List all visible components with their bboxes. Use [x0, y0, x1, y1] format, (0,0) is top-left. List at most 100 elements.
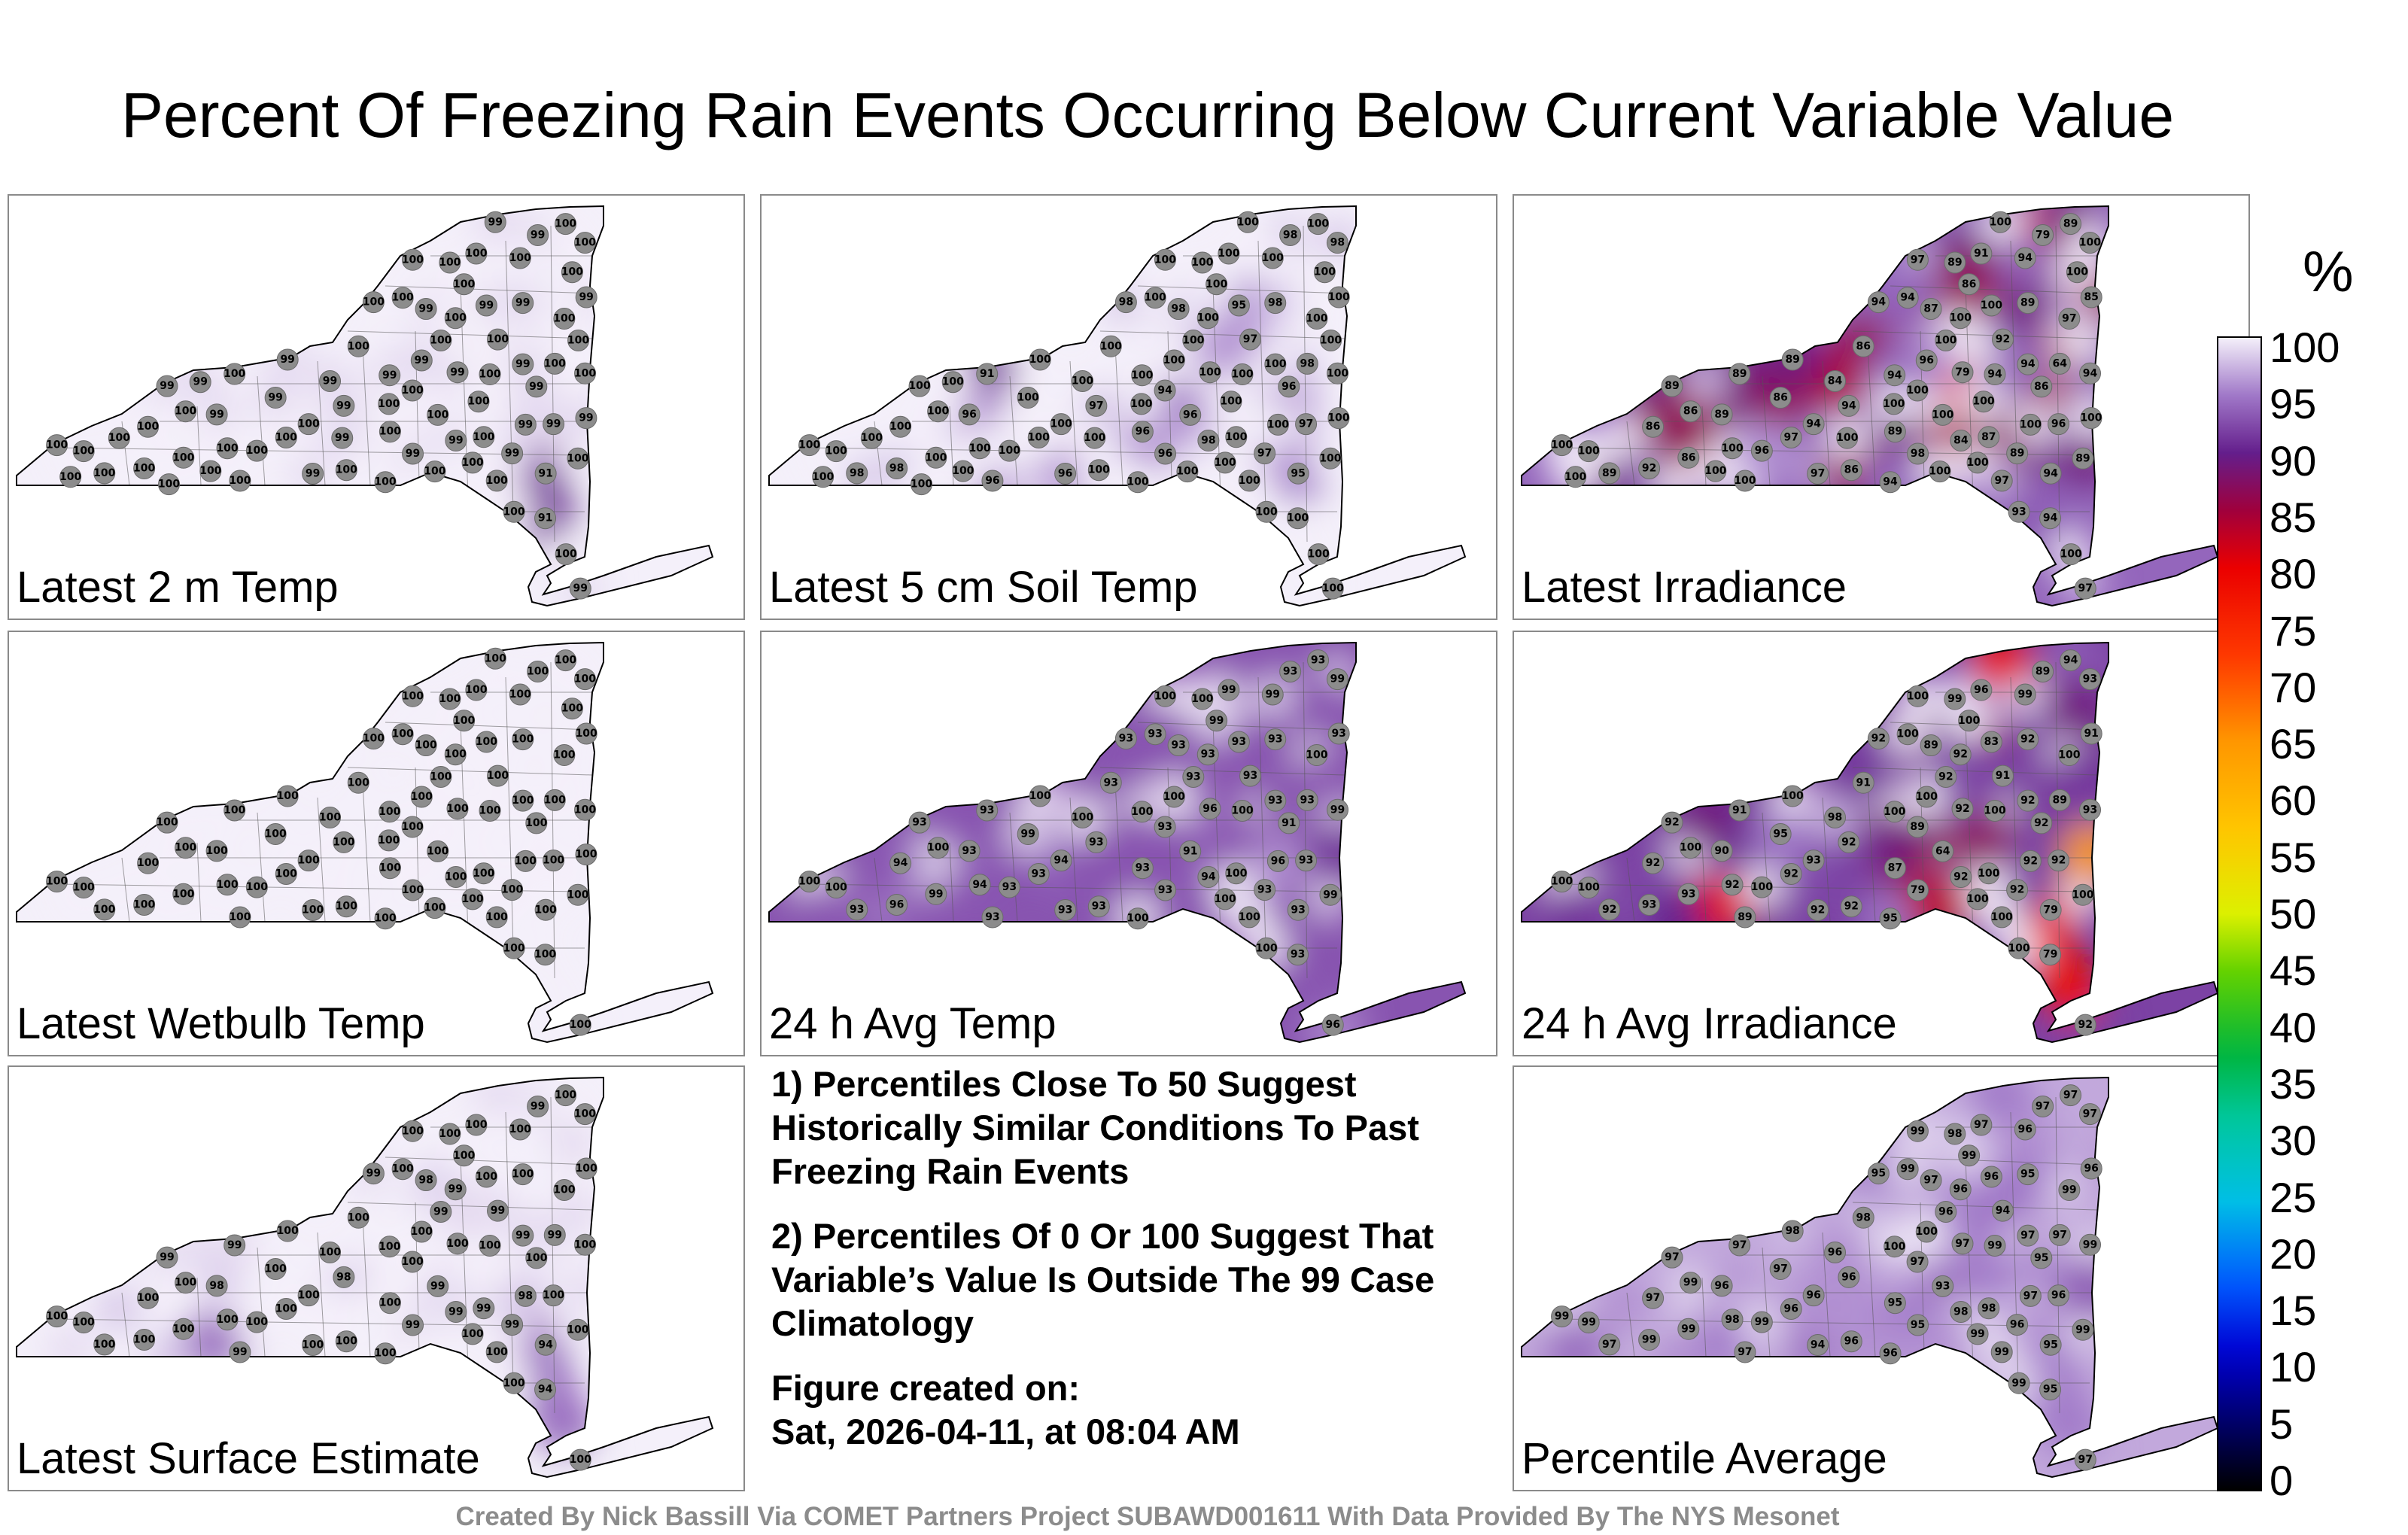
station-value: 93 — [985, 911, 999, 923]
station-marker — [2066, 261, 2088, 284]
station-value: 100 — [476, 736, 497, 748]
station-value: 100 — [567, 452, 588, 464]
station-marker — [1802, 413, 1825, 436]
station-value: 92 — [1642, 462, 1656, 474]
station-marker — [1958, 710, 1981, 732]
station-value: 100 — [1751, 881, 1773, 893]
station-marker — [1084, 427, 1106, 449]
station-marker — [1896, 1158, 1919, 1181]
station-marker — [1214, 451, 1236, 474]
station-marker — [415, 1169, 437, 1192]
station-value: 86 — [1681, 451, 1695, 464]
station-value: 100 — [1225, 868, 1247, 880]
station-value: 91 — [538, 512, 552, 524]
station-marker — [415, 298, 437, 321]
station-marker — [427, 403, 449, 426]
station-marker — [1050, 413, 1072, 436]
station-marker — [479, 1234, 501, 1257]
station-marker — [846, 898, 868, 921]
station-marker — [574, 798, 597, 821]
station-marker — [2080, 1157, 2102, 1180]
station-marker — [1087, 895, 1110, 918]
station-value: 99 — [2062, 1184, 2076, 1196]
station-value: 100 — [453, 715, 475, 727]
station-value: 97 — [2036, 1100, 2050, 1112]
station-value: 100 — [108, 432, 130, 444]
shade-blob — [563, 1266, 609, 1312]
station-marker — [439, 251, 461, 274]
state-outline — [1521, 1076, 2219, 1479]
station-value: 100 — [512, 734, 534, 746]
station-marker — [487, 764, 509, 787]
station-marker — [199, 460, 222, 482]
station-value: 90 — [1714, 845, 1729, 857]
colorbar-tick: 10 — [2270, 1343, 2317, 1391]
station-marker — [509, 247, 531, 269]
station-marker — [133, 457, 156, 479]
station-value: 100 — [798, 876, 820, 888]
state-outline — [1521, 205, 2219, 607]
station-marker — [1306, 744, 1328, 767]
colorbar-tick: 15 — [2270, 1287, 2317, 1335]
station-marker — [1307, 649, 1330, 672]
station-value: 79 — [1911, 884, 1925, 896]
shade-blob — [447, 761, 493, 807]
shade-blob — [1815, 843, 1879, 907]
station-value: 100 — [1264, 358, 1286, 370]
station-marker — [512, 789, 534, 812]
station-marker — [968, 874, 991, 896]
station-value: 100 — [1206, 278, 1227, 290]
station-marker — [941, 371, 964, 394]
colorbar-tick: 70 — [2270, 663, 2317, 711]
station-value: 99 — [1221, 684, 1236, 696]
station-marker — [1867, 728, 1890, 750]
colorbar-tick: 100 — [2270, 324, 2340, 371]
station-value: 96 — [1158, 448, 1172, 460]
station-value: 100 — [1191, 257, 1213, 269]
station-marker — [1884, 1292, 1906, 1315]
station-value: 100 — [302, 1339, 324, 1351]
station-marker — [1906, 1120, 1929, 1142]
station-marker — [886, 893, 908, 916]
station-marker — [908, 811, 931, 834]
county-line — [1099, 330, 1345, 339]
station-value: 100 — [911, 479, 932, 491]
station-value: 94 — [1871, 296, 1887, 309]
shade-blob — [96, 1287, 142, 1333]
panel-latest-2m-temp: 100 99 99 100 100 91 91 100 100 99 99 99 100 99 100 99 9… — [8, 194, 745, 620]
station-marker — [59, 466, 82, 488]
station-value: 100 — [392, 728, 414, 740]
station-value: 86 — [2034, 381, 2048, 393]
note-1: 1) Percentiles Close To 50 Suggest Histo… — [771, 1064, 1419, 1191]
county-line — [1009, 812, 1018, 923]
station-value: 97 — [1784, 431, 1798, 443]
station-marker — [1154, 248, 1176, 271]
station-value: 100 — [445, 312, 467, 324]
station-marker — [1935, 1201, 1957, 1223]
station-value: 97 — [2062, 313, 2076, 325]
station-marker — [573, 1103, 596, 1126]
station-value: 97 — [2083, 1108, 2097, 1120]
station-marker — [889, 852, 912, 874]
station-value: 98 — [1268, 297, 1282, 309]
station-marker — [509, 1118, 531, 1141]
station-marker — [2030, 375, 2053, 398]
station-marker — [430, 1201, 452, 1223]
station-value: 92 — [1811, 904, 1825, 916]
station-value: 99 — [488, 216, 503, 228]
station-marker — [976, 363, 999, 385]
station-marker — [1907, 879, 1929, 901]
station-value: 100 — [534, 949, 556, 961]
station-marker — [1218, 242, 1240, 265]
station-marker — [1264, 728, 1287, 751]
station-marker — [444, 743, 467, 766]
station-marker — [910, 473, 932, 496]
station-marker — [1838, 831, 1860, 853]
station-value: 100 — [401, 385, 423, 397]
station-value: 100 — [137, 421, 159, 433]
station-marker — [553, 744, 576, 767]
station-marker — [264, 1258, 287, 1281]
station-value: 96 — [1938, 1206, 1953, 1218]
station-value: 100 — [527, 665, 549, 677]
station-value: 100 — [402, 884, 424, 896]
